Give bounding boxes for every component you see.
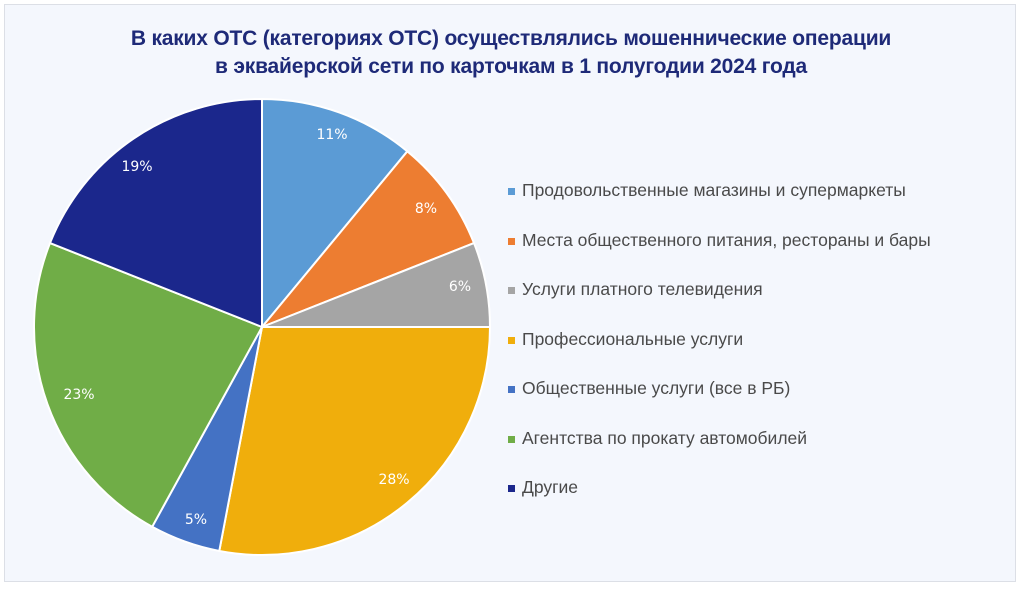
chart-legend: Продовольственные магазины и супермаркет… [508, 166, 931, 513]
legend-label: Услуги платного телевидения [522, 279, 763, 300]
legend-swatch-icon [508, 485, 515, 493]
legend-item: Другие [508, 463, 931, 513]
slice-value-label: 23% [63, 387, 94, 403]
legend-label: Общественные услуги (все в РБ) [522, 378, 791, 399]
slice-value-label: 19% [121, 159, 152, 175]
slice-value-label: 6% [449, 279, 471, 295]
legend-swatch-icon [508, 188, 515, 196]
slice-value-label: 11% [316, 127, 347, 143]
legend-item: Услуги платного телевидения [508, 265, 931, 315]
pie-slice [261, 149, 476, 328]
legend-label: Другие [522, 477, 579, 498]
pie-slice [33, 241, 264, 529]
legend-item: Общественные услуги (все в РБ) [508, 364, 931, 414]
legend-swatch-icon [508, 287, 515, 295]
pie-slice [261, 97, 409, 330]
pie-slice [48, 97, 263, 329]
legend-item: Профессиональные услуги [508, 315, 931, 365]
legend-item: Продовольственные магазины и супермаркет… [508, 166, 931, 216]
legend-label: Места общественного питания, рестораны и… [522, 229, 931, 250]
slice-value-label: 5% [185, 512, 207, 528]
legend-swatch-icon [508, 336, 515, 344]
legend-label: Продовольственные магазины и супермаркет… [522, 180, 906, 201]
legend-swatch-icon [508, 237, 515, 245]
slice-value-label: 8% [415, 201, 437, 217]
legend-label: Профессиональные услуги [522, 328, 744, 349]
chart-title-line1: В каких ОТС (категориях ОТС) осуществлял… [130, 27, 892, 50]
chart-title-line2: в эквайерской сети по карточкам в 1 полу… [215, 55, 807, 78]
legend-label: Агентства по прокату автомобилей [522, 427, 808, 448]
legend-swatch-icon [508, 435, 515, 443]
legend-swatch-icon [508, 386, 515, 394]
pie-slice [218, 326, 492, 556]
legend-item: Места общественного питания, рестораны и… [508, 216, 931, 266]
chart-title: В каких ОТС (категориях ОТС) осуществлял… [5, 25, 1017, 81]
legend-item: Агентства по прокату автомобилей [508, 414, 931, 464]
slice-value-label: 28% [378, 472, 409, 488]
